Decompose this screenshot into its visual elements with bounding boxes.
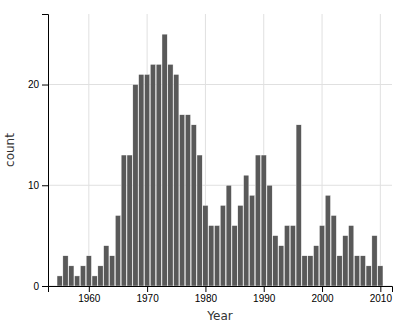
bar bbox=[214, 226, 219, 286]
x-tick-label: 1980 bbox=[195, 293, 218, 304]
bar bbox=[314, 246, 319, 286]
bar bbox=[144, 74, 149, 286]
bar bbox=[179, 115, 184, 286]
bar bbox=[191, 125, 196, 286]
y-tick: 0 bbox=[33, 281, 48, 292]
y-tick-label: 0 bbox=[33, 281, 39, 292]
bar bbox=[261, 155, 266, 286]
x-tick-mark bbox=[264, 286, 265, 292]
y-tick-label: 10 bbox=[28, 180, 40, 191]
bar bbox=[267, 185, 272, 286]
x-axis-title: Year bbox=[206, 309, 232, 323]
bar bbox=[80, 266, 85, 286]
chart: 1960 1970 1980 1990 2000 2010 0 10 20 Year count bbox=[0, 0, 408, 328]
bar bbox=[308, 256, 313, 286]
y-tick-mark bbox=[42, 85, 48, 86]
x-tick-mark bbox=[89, 286, 90, 292]
y-tick-label: 20 bbox=[28, 79, 40, 90]
x-tick: 2000 bbox=[311, 286, 334, 304]
bar bbox=[284, 226, 289, 286]
bar bbox=[104, 246, 109, 286]
bar bbox=[249, 195, 254, 286]
x-axis-line bbox=[49, 287, 393, 293]
bar bbox=[360, 256, 365, 286]
bar bbox=[378, 266, 383, 286]
y-axis: 0 10 20 bbox=[28, 15, 49, 292]
bar bbox=[174, 74, 179, 286]
bar bbox=[232, 226, 237, 286]
grid bbox=[48, 14, 392, 286]
bar bbox=[226, 185, 231, 286]
bar bbox=[255, 155, 260, 286]
grid-line-x bbox=[88, 14, 89, 286]
y-tick: 20 bbox=[28, 79, 48, 90]
x-tick-mark bbox=[380, 286, 381, 292]
bar bbox=[115, 215, 120, 286]
y-tick: 10 bbox=[28, 180, 48, 191]
bar bbox=[325, 195, 330, 286]
x-tick: 2010 bbox=[370, 286, 393, 304]
bar bbox=[185, 115, 190, 286]
bar bbox=[92, 276, 97, 286]
x-tick-label: 1960 bbox=[78, 293, 101, 304]
x-tick-mark bbox=[205, 286, 206, 292]
bar bbox=[57, 276, 62, 286]
x-tick-label: 1970 bbox=[136, 293, 159, 304]
y-tick-mark bbox=[42, 286, 48, 287]
grid-line-y bbox=[48, 185, 392, 186]
bars bbox=[57, 34, 383, 286]
bar bbox=[162, 34, 167, 286]
plot: 1960 1970 1980 1990 2000 2010 0 10 20 bbox=[28, 14, 393, 304]
bar bbox=[121, 155, 126, 286]
bar bbox=[86, 256, 91, 286]
bar bbox=[220, 205, 225, 286]
y-tick-mark bbox=[42, 185, 48, 186]
x-tick: 1990 bbox=[253, 286, 276, 304]
grid-line-x bbox=[380, 14, 381, 286]
bar bbox=[319, 226, 324, 286]
bar bbox=[343, 236, 348, 286]
bar bbox=[156, 64, 161, 286]
bar bbox=[238, 205, 243, 286]
bar bbox=[133, 85, 138, 286]
bar bbox=[197, 155, 202, 286]
bar bbox=[139, 74, 144, 286]
x-tick-mark bbox=[147, 286, 148, 292]
bar bbox=[203, 205, 208, 286]
x-tick: 1960 bbox=[78, 286, 101, 304]
x-tick: 1970 bbox=[136, 286, 159, 304]
bar bbox=[168, 64, 173, 286]
bar bbox=[372, 236, 377, 286]
bar bbox=[337, 256, 342, 286]
bar bbox=[69, 266, 74, 286]
bar bbox=[302, 256, 307, 286]
bar bbox=[331, 215, 336, 286]
bar bbox=[63, 256, 68, 286]
bar bbox=[244, 175, 249, 286]
bar bbox=[75, 276, 80, 286]
bar bbox=[349, 226, 354, 286]
bar bbox=[354, 256, 359, 286]
bar bbox=[366, 266, 371, 286]
bar bbox=[209, 226, 214, 286]
bar bbox=[98, 266, 103, 286]
x-tick-label: 2010 bbox=[370, 293, 393, 304]
x-tick: 1980 bbox=[195, 286, 218, 304]
bar bbox=[296, 125, 301, 286]
x-tick-label: 1990 bbox=[253, 293, 276, 304]
grid-line-y bbox=[48, 84, 392, 85]
x-tick-label: 2000 bbox=[311, 293, 334, 304]
bar bbox=[150, 64, 155, 286]
bar bbox=[273, 236, 278, 286]
x-tick-mark bbox=[322, 286, 323, 292]
y-axis-line bbox=[42, 15, 49, 287]
bar bbox=[127, 155, 132, 286]
bar bbox=[279, 246, 284, 286]
x-axis: 1960 1970 1980 1990 2000 2010 bbox=[49, 286, 393, 304]
bar bbox=[110, 256, 115, 286]
bar bbox=[290, 226, 295, 286]
y-axis-title: count bbox=[3, 133, 17, 167]
